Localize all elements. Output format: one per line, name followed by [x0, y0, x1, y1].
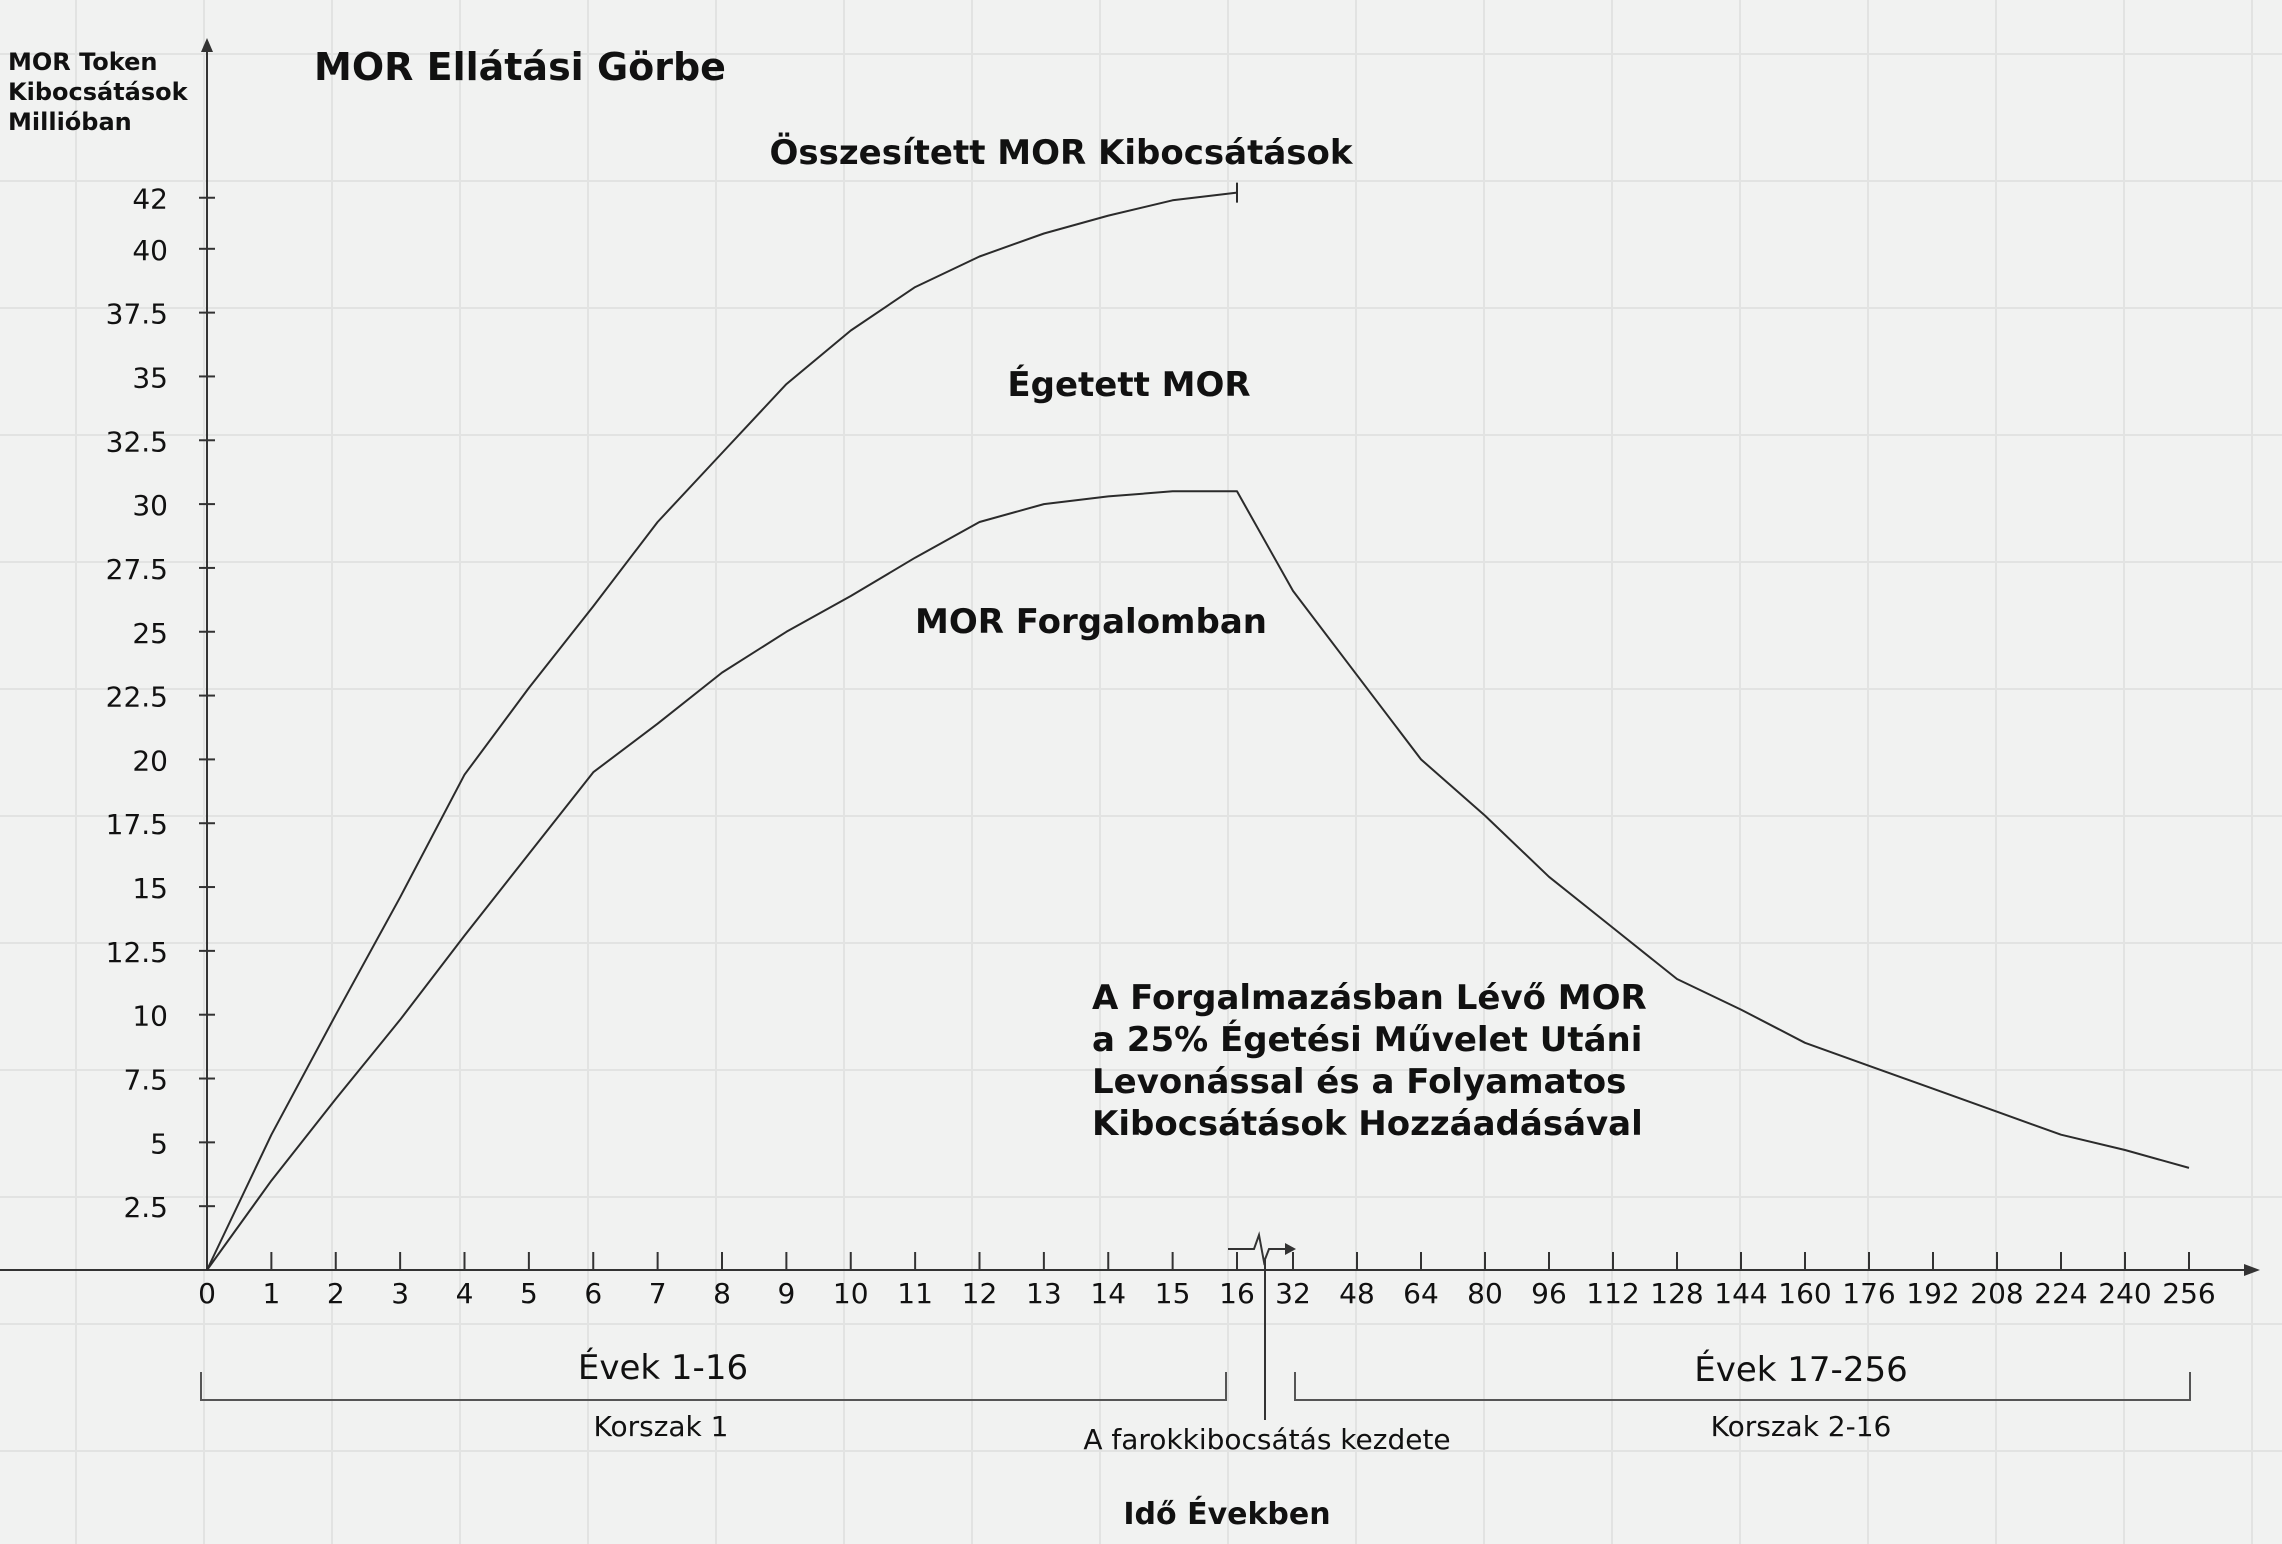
- y-tick-label: 5: [150, 1127, 168, 1160]
- x-tick-label: 13: [1026, 1277, 1062, 1310]
- x-tick-label: 10: [833, 1277, 869, 1310]
- x-tick-label: 208: [1970, 1277, 2023, 1310]
- series-label-cumulative: Összesített MOR Kibocsátások: [770, 132, 1354, 173]
- axis-break-icon: [1228, 1231, 1292, 1266]
- y-axis-label-line-2: Kibocsátások: [8, 78, 189, 106]
- y-axis-label-line-1: MOR Token: [8, 48, 157, 76]
- x-tick-label: 112: [1586, 1277, 1639, 1310]
- period-1-subtitle: Korszak 1: [594, 1410, 729, 1443]
- x-tick-label: 0: [198, 1277, 216, 1310]
- y-tick-label: 17.5: [106, 808, 168, 841]
- axis-break-arrowhead-icon: [1285, 1243, 1296, 1255]
- y-tick-label: 2.5: [123, 1191, 168, 1224]
- period-1-title: Évek 1-16: [578, 1347, 748, 1388]
- x-tick-label: 192: [1906, 1277, 1959, 1310]
- x-tick-label: 11: [897, 1277, 933, 1310]
- period-2-title: Évek 17-256: [1694, 1349, 1907, 1390]
- x-tick-label: 7: [649, 1277, 667, 1310]
- period-2-subtitle: Korszak 2-16: [1711, 1410, 1892, 1443]
- note-line-1: A Forgalmazásban Lévő MOR: [1092, 978, 1647, 1018]
- x-tick-label: 256: [2162, 1277, 2215, 1310]
- y-tick-label: 7.5: [123, 1064, 168, 1097]
- series-lines: [206, 182, 2190, 1271]
- note-line-2: a 25% Égetési Művelet Utáni: [1092, 1019, 1642, 1060]
- chart-title: MOR Ellátási Görbe: [314, 45, 726, 89]
- x-tick-label: 1: [262, 1277, 280, 1310]
- y-tick-label: 27.5: [106, 553, 168, 586]
- y-axis-arrow-icon: [201, 38, 213, 52]
- y-tick-label: 12.5: [106, 936, 168, 969]
- y-tick-label: 32.5: [106, 425, 168, 458]
- x-tick-label: 240: [2098, 1277, 2151, 1310]
- x-tick-label: 48: [1339, 1277, 1375, 1310]
- x-tick-label: 2: [327, 1277, 345, 1310]
- x-axis-label: Idő Években: [1123, 1496, 1330, 1532]
- y-tick-label: 30: [132, 489, 168, 522]
- note-line-4: Kibocsátások Hozzáadásával: [1092, 1104, 1643, 1144]
- x-tick-label: 14: [1090, 1277, 1126, 1310]
- y-tick-label: 20: [132, 744, 168, 777]
- tail-start-label: A farokkibocsátás kezdete: [1083, 1423, 1450, 1456]
- x-tick-label: 9: [777, 1277, 795, 1310]
- note-line-3: Levonással és a Folyamatos: [1092, 1062, 1626, 1102]
- x-tick-label: 15: [1155, 1277, 1191, 1310]
- x-tick-label: 8: [713, 1277, 731, 1310]
- y-tick-label: 15: [132, 872, 168, 905]
- y-tick-label: 40: [132, 234, 168, 267]
- x-tick-label: 12: [962, 1277, 998, 1310]
- series-label-burned: Égetett MOR: [1007, 364, 1250, 405]
- x-tick-label: 32: [1275, 1277, 1311, 1310]
- y-tick-label: 42: [132, 183, 168, 216]
- series-line-circulating: [206, 490, 2190, 1271]
- axes: [0, 38, 2260, 1276]
- x-tick-label: 96: [1531, 1277, 1567, 1310]
- y-tick-label: 35: [132, 361, 168, 394]
- x-tick-label: 16: [1219, 1277, 1255, 1310]
- period-1-bracket: [200, 1372, 1227, 1401]
- x-tick-label: 3: [391, 1277, 409, 1310]
- x-tick-label: 176: [1842, 1277, 1895, 1310]
- x-axis-arrow-icon: [2244, 1264, 2260, 1276]
- x-tick-label: 4: [456, 1277, 474, 1310]
- x-tick-label: 64: [1403, 1277, 1439, 1310]
- x-tick-label: 5: [520, 1277, 538, 1310]
- y-tick-label: 10: [132, 1000, 168, 1033]
- x-axis-ticks: 0 1 2 3 4 5 6 7 8 9 10 11 12 13 14 15 16 32 48 64 80 96 112 128…: [198, 1252, 2216, 1310]
- x-tick-label: 128: [1650, 1277, 1703, 1310]
- period-2-bracket: [1294, 1372, 2191, 1401]
- x-tick-label: 144: [1714, 1277, 1767, 1310]
- series-line-cumulative: [206, 191, 1238, 1271]
- y-axis-ticks: 2.5 5 7.5 10 12.5 15 17.5 20 22.5 25 27.5 30 32.5 35 3…: [106, 183, 215, 1224]
- x-tick-label: 160: [1778, 1277, 1831, 1310]
- y-axis-label-line-3: Millióban: [8, 108, 132, 136]
- x-tick-label: 80: [1467, 1277, 1503, 1310]
- y-tick-label: 22.5: [106, 681, 168, 714]
- series-label-circulating: MOR Forgalomban: [915, 602, 1267, 642]
- y-tick-label: 25: [132, 617, 168, 650]
- y-tick-label: 37.5: [106, 298, 168, 331]
- x-tick-label: 224: [2034, 1277, 2087, 1310]
- x-tick-label: 6: [584, 1277, 602, 1310]
